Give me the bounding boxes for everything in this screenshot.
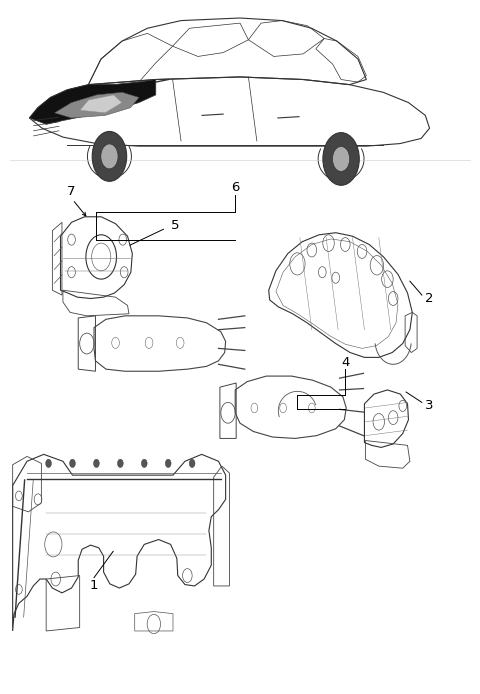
Circle shape <box>92 131 127 181</box>
Circle shape <box>118 459 123 468</box>
Text: 7: 7 <box>67 185 76 198</box>
Text: 4: 4 <box>341 356 349 369</box>
Circle shape <box>333 146 350 171</box>
Polygon shape <box>80 95 122 113</box>
Circle shape <box>189 459 195 468</box>
Circle shape <box>94 459 99 468</box>
Circle shape <box>46 459 51 468</box>
Circle shape <box>101 144 118 169</box>
Circle shape <box>165 459 171 468</box>
Text: 5: 5 <box>171 219 180 232</box>
Text: 1: 1 <box>90 579 98 593</box>
Polygon shape <box>55 92 139 118</box>
Polygon shape <box>29 80 156 124</box>
Text: 3: 3 <box>425 399 433 412</box>
Circle shape <box>70 459 75 468</box>
Circle shape <box>142 459 147 468</box>
Text: 2: 2 <box>425 292 433 305</box>
Text: 6: 6 <box>231 181 240 194</box>
Circle shape <box>323 133 359 185</box>
